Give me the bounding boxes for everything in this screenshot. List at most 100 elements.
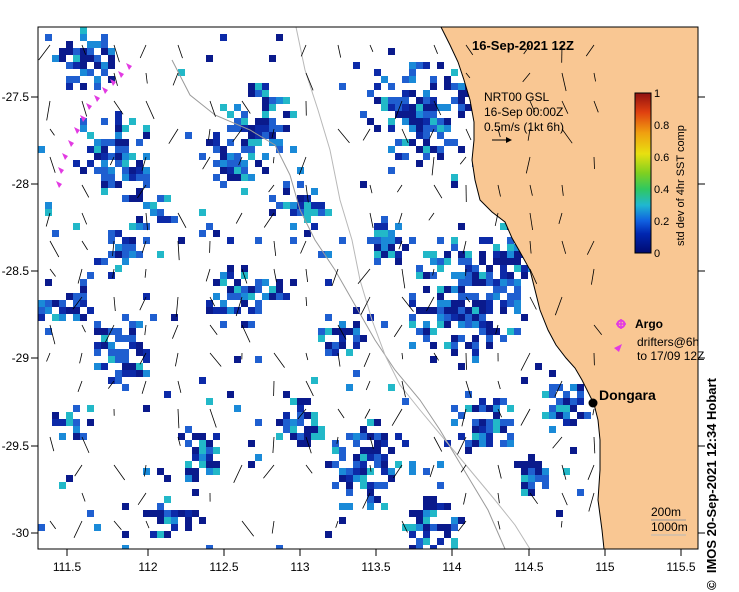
sst-cell	[101, 48, 108, 55]
drifter-marker	[102, 87, 108, 94]
sst-cell	[325, 314, 332, 321]
sst-cell	[430, 496, 437, 503]
current-vector	[145, 520, 150, 529]
current-vector	[105, 324, 115, 343]
sst-cell	[276, 146, 283, 153]
sst-cell	[423, 272, 430, 279]
sst-cell	[521, 482, 528, 489]
sst-cell	[143, 153, 150, 160]
sst-cell	[80, 293, 87, 300]
drifter-marker	[110, 79, 116, 86]
sst-cell	[241, 174, 248, 181]
sst-cell	[549, 405, 556, 412]
sst-cell	[248, 132, 255, 139]
sst-cell	[178, 237, 185, 244]
current-vector	[112, 240, 115, 257]
current-vector	[49, 268, 56, 277]
sst-cell	[87, 510, 94, 517]
place-label: Dongara	[599, 387, 656, 403]
sst-cell	[101, 342, 108, 349]
sst-cell	[563, 468, 570, 475]
sst-cell	[269, 195, 276, 202]
sst-cell	[409, 300, 416, 307]
sst-cell	[430, 524, 437, 531]
sst-cell	[157, 503, 164, 510]
sst-cell	[220, 279, 227, 286]
copyright-symbol: ©	[704, 580, 719, 590]
current-vector	[561, 72, 567, 92]
sst-cell	[486, 237, 493, 244]
sst-cell	[563, 412, 570, 419]
sst-cell	[283, 412, 290, 419]
sst-cell	[472, 321, 479, 328]
current-vector	[401, 380, 406, 398]
sst-cell	[122, 335, 129, 342]
current-vector	[593, 156, 595, 170]
sst-cell	[171, 510, 178, 517]
sst-cell	[423, 328, 430, 335]
current-vectors	[38, 44, 603, 538]
sst-cell	[472, 342, 479, 349]
drifter-marker	[126, 63, 132, 70]
sst-cell	[150, 510, 157, 517]
current-vector	[113, 72, 118, 86]
sst-cell	[409, 531, 416, 538]
sst-cell	[472, 440, 479, 447]
sst-cell	[430, 356, 437, 363]
drifter-tracks	[56, 63, 132, 188]
sst-cell	[416, 510, 423, 517]
sst-cell	[101, 153, 108, 160]
sst-cell	[108, 328, 115, 335]
sst-cell	[339, 321, 346, 328]
sst-cell	[381, 237, 388, 244]
sst-cell	[395, 223, 402, 230]
sst-cell	[451, 300, 458, 307]
sst-cell	[437, 482, 444, 489]
sst-cell	[73, 48, 80, 55]
sst-cell	[262, 97, 269, 104]
argo-icon	[616, 319, 626, 329]
sst-cell	[136, 139, 143, 146]
sst-cell	[388, 447, 395, 454]
sst-cell	[430, 104, 437, 111]
sst-cell	[45, 202, 52, 209]
sst-cell	[409, 104, 416, 111]
sst-cell	[584, 412, 591, 419]
sst-cell	[178, 510, 185, 517]
current-vector	[465, 44, 474, 56]
sst-cell	[136, 363, 143, 370]
sst-cell	[38, 524, 45, 531]
sst-cell	[234, 405, 241, 412]
sst-cell	[381, 76, 388, 83]
sst-cell	[129, 167, 136, 174]
sst-cell	[213, 307, 220, 314]
current-vector	[145, 72, 148, 84]
sst-cell	[283, 426, 290, 433]
sst-cell	[157, 195, 164, 202]
current-vector	[391, 408, 403, 426]
sst-cell	[87, 307, 94, 314]
current-vector	[561, 464, 567, 480]
sst-cell	[143, 370, 150, 377]
sst-cell	[143, 349, 150, 356]
sst-cell	[521, 377, 528, 384]
sst-cell	[52, 55, 59, 62]
sst-cell	[290, 419, 297, 426]
sst-cell	[500, 251, 507, 258]
sst-cell	[59, 419, 66, 426]
sst-cell	[479, 237, 486, 244]
current-vector	[81, 44, 86, 55]
sst-cell	[472, 405, 479, 412]
current-vector	[77, 380, 83, 393]
sst-cell	[115, 349, 122, 356]
sst-cell	[493, 405, 500, 412]
sst-cell	[332, 461, 339, 468]
current-vector	[401, 128, 409, 144]
sst-cell	[213, 174, 220, 181]
sst-cell	[66, 76, 73, 83]
sst-cell	[227, 174, 234, 181]
current-vector	[81, 240, 88, 251]
sst-cell	[416, 272, 423, 279]
sst-cell	[472, 300, 479, 307]
sst-cell	[437, 118, 444, 125]
